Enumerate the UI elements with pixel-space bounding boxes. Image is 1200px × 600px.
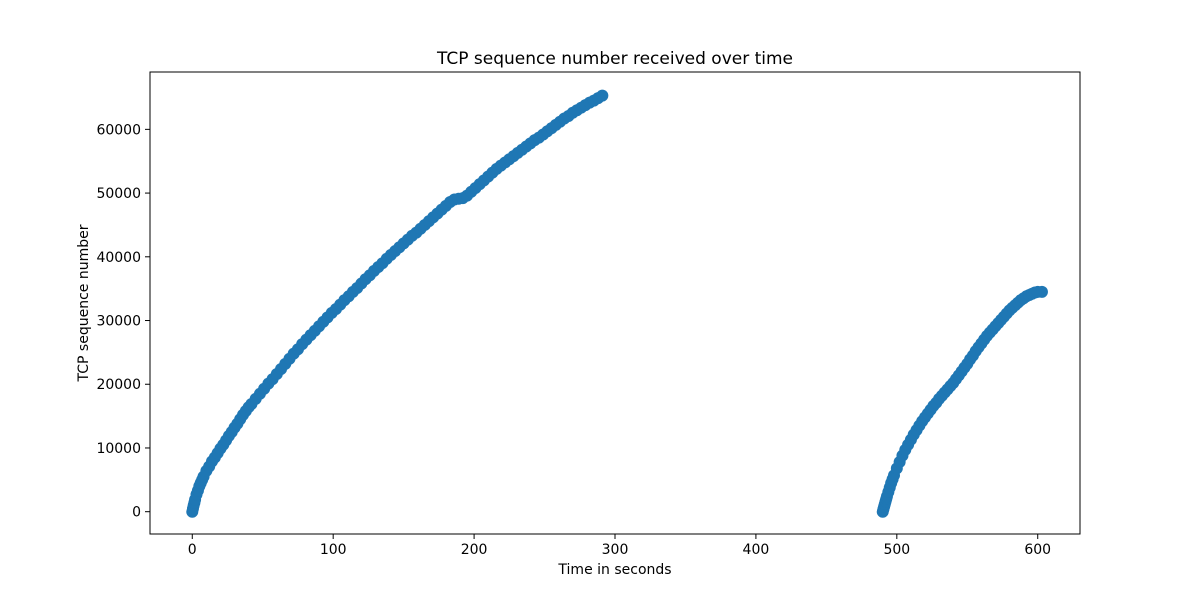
y-tick-label: 30000 xyxy=(96,314,141,330)
x-tick-label: 100 xyxy=(320,542,347,558)
y-tick-label: 60000 xyxy=(96,122,141,138)
plot-frame xyxy=(149,71,1081,535)
x-tick-label: 400 xyxy=(743,542,770,558)
y-tick-label: 20000 xyxy=(96,377,141,393)
data-point xyxy=(596,89,609,102)
x-tick-label: 500 xyxy=(883,542,910,558)
x-axis-label: Time in seconds xyxy=(557,562,671,578)
x-axis-ticks: 0 100 200 300 400 500 600 xyxy=(188,534,1051,558)
y-tick-label: 40000 xyxy=(96,250,141,266)
data-point xyxy=(1035,285,1048,298)
data-points xyxy=(186,89,1048,518)
y-tick-label: 10000 xyxy=(96,441,141,457)
x-tick-label: 0 xyxy=(188,542,197,558)
x-tick-label: 200 xyxy=(461,542,488,558)
y-tick-label: 0 xyxy=(132,505,141,521)
x-tick-label: 300 xyxy=(602,542,629,558)
chart-title: TCP sequence number received over time xyxy=(436,49,793,69)
x-tick-label: 600 xyxy=(1024,542,1051,558)
y-axis-label: TCP sequence number xyxy=(76,224,92,382)
y-tick-label: 50000 xyxy=(96,186,141,202)
y-axis-ticks: 0 10000 20000 30000 40000 50000 60000 xyxy=(96,122,150,521)
